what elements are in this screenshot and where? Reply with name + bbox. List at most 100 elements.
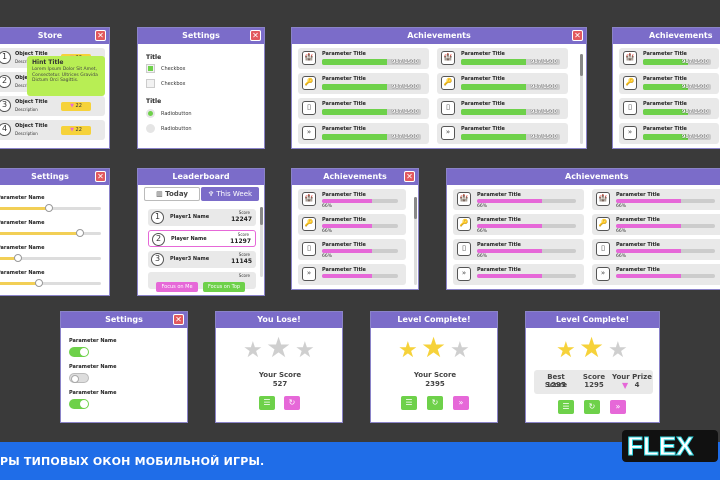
menu-button[interactable]: ☰	[558, 400, 574, 414]
parameter-slider[interactable]	[0, 253, 101, 262]
achievement-item: 🔑 Parameter Title 66%	[453, 214, 584, 235]
achievement-progress-text: 987/1500	[391, 134, 418, 140]
scrollbar[interactable]	[260, 207, 263, 277]
settings-title: Settings	[182, 31, 220, 40]
replay-button[interactable]: ↻	[284, 396, 300, 410]
leaderboard-row[interactable]: 2 Player Name Score 11297	[148, 230, 256, 247]
score-label: Score	[237, 232, 249, 237]
achievement-progress-text: 66%	[322, 229, 333, 234]
achievement-item: » Parameter Title 987/1500	[619, 123, 719, 144]
achievement-progress-text: 987/1500	[681, 59, 708, 65]
focus-on-me-button[interactable]: Focus on Me	[156, 282, 198, 292]
radio-label: Radiobutton	[161, 126, 192, 132]
item-number: 2	[0, 75, 11, 88]
achievement-progress-bar: 987/1500	[322, 109, 421, 115]
your-score-value: 527	[272, 380, 288, 388]
slider-handle[interactable]	[34, 278, 43, 287]
gem-icon: ▼	[70, 127, 76, 133]
level-complete-prize-window: Level Complete! ★ ★ ★ Best Score 1295 Sc…	[525, 311, 660, 423]
achievement-label: Parameter Title	[322, 267, 366, 273]
next-button[interactable]: »	[453, 396, 469, 410]
parameter-toggle[interactable]	[69, 399, 89, 409]
slider-handle[interactable]	[45, 203, 53, 212]
scrollbar[interactable]	[580, 54, 583, 144]
tab-today[interactable]: ▥ Today	[144, 187, 200, 201]
close-icon[interactable]: ✕	[572, 30, 583, 41]
parameter-toggle[interactable]	[69, 373, 89, 383]
achievement-progress-text: 987/1500	[530, 134, 557, 140]
score-label: Score	[582, 373, 606, 381]
parameter-slider[interactable]	[0, 228, 101, 237]
achievements-header: Achievements ✕	[292, 28, 586, 44]
scrollbar[interactable]	[414, 197, 417, 285]
item-description: Description	[15, 59, 38, 64]
checkbox-checked[interactable]	[146, 64, 155, 73]
level-complete-title: Level Complete!	[555, 315, 630, 324]
close-icon[interactable]: ✕	[95, 30, 106, 41]
achievement-progress-text: 66%	[477, 204, 488, 209]
next-icon: »	[615, 402, 621, 411]
store-item[interactable]: 3 Object Title Description ▼ 22	[0, 96, 105, 116]
score-label: Score	[238, 210, 250, 215]
castle-icon: 🏰	[441, 51, 455, 65]
achievement-label: Parameter Title	[616, 267, 660, 273]
star-icon: ★	[243, 338, 263, 363]
trophy-icon: ▥	[156, 190, 166, 198]
key-icon: 🔑	[596, 217, 610, 231]
close-icon[interactable]: ✕	[250, 30, 261, 41]
tab-week-label: This Week	[216, 190, 253, 198]
replay-button[interactable]: ↻	[584, 400, 600, 414]
achievement-progress-bar: 987/1500	[322, 84, 421, 90]
lose-header: You Lose!	[216, 312, 342, 328]
star-icon: ★	[266, 331, 292, 364]
key-icon: 🔑	[302, 76, 316, 90]
buy-button[interactable]: ▼ 22	[61, 126, 91, 135]
leaderboard-window: Leaderboard ▥ Today ♆ This Week 1 Player1…	[137, 168, 265, 296]
parameter-slider[interactable]	[0, 203, 101, 212]
achievement-label: Parameter Title	[643, 76, 687, 82]
achievement-item: » Parameter Title	[298, 264, 406, 285]
leaderboard-row[interactable]: 3 Player3 Name Score 11145	[148, 251, 256, 268]
parameter-toggle[interactable]	[69, 347, 89, 357]
achievements-window-pink: Achievements ✕ 🏰 Parameter Title 66% 🔑 Parame…	[291, 168, 419, 290]
star-icon: ★	[421, 331, 447, 364]
slider-handle[interactable]	[76, 228, 85, 237]
svg-text:FLEX: FLEX	[627, 431, 694, 461]
settings-header: Settings ✕	[61, 312, 187, 328]
footer-banner	[0, 442, 720, 480]
close-icon[interactable]: ✕	[404, 171, 415, 182]
parameter-slider[interactable]	[0, 278, 101, 287]
item-title: Object Title	[15, 51, 48, 57]
buy-button[interactable]: ▼ 22	[61, 102, 91, 111]
score-label: Score	[238, 252, 250, 257]
leaderboard-header: Leaderboard	[138, 169, 264, 185]
menu-icon: ☰	[562, 402, 570, 411]
next-button[interactable]: »	[610, 400, 626, 414]
replay-button[interactable]: ↻	[427, 396, 443, 410]
achievement-progress-text: 66%	[616, 204, 627, 209]
close-icon[interactable]: ✕	[95, 171, 106, 182]
close-icon[interactable]: ✕	[173, 314, 184, 325]
achievement-label: Parameter Title	[322, 192, 366, 198]
settings-checkbox-window: Settings ✕ Title Checkbox Checkbox Title …	[137, 27, 265, 149]
player-name: Player1 Name	[170, 214, 210, 220]
radio-unselected[interactable]	[146, 124, 155, 133]
menu-icon: ☰	[405, 398, 413, 407]
tab-this-week[interactable]: ♆ This Week	[201, 187, 259, 201]
achievement-item: 🔑 Parameter Title 987/1500	[437, 73, 568, 94]
store-item[interactable]: 4 Object Title Description ▼ 22	[0, 120, 105, 140]
achievements-window-narrow: Achievements 🏰 Parameter Title 987/1500 🔑 Pa…	[612, 27, 720, 149]
checkbox-group-title: Title	[146, 54, 162, 61]
radio-selected[interactable]	[146, 109, 155, 118]
menu-button[interactable]: ☰	[401, 396, 417, 410]
focus-on-top-button[interactable]: Focus on Top	[203, 282, 245, 292]
player-score: 12247	[231, 216, 252, 223]
leaderboard-row[interactable]: 1 Player1 Name Score 12247	[148, 209, 256, 226]
menu-button[interactable]: ☰	[259, 396, 275, 410]
player-name: Player Name	[171, 236, 207, 242]
door-icon: ▯	[441, 101, 455, 115]
achievement-progress-text: 987/1500	[530, 109, 557, 115]
achievement-progress-text: 987/1500	[391, 84, 418, 90]
checkbox-unchecked[interactable]	[146, 79, 155, 88]
slider-handle[interactable]	[13, 253, 22, 262]
